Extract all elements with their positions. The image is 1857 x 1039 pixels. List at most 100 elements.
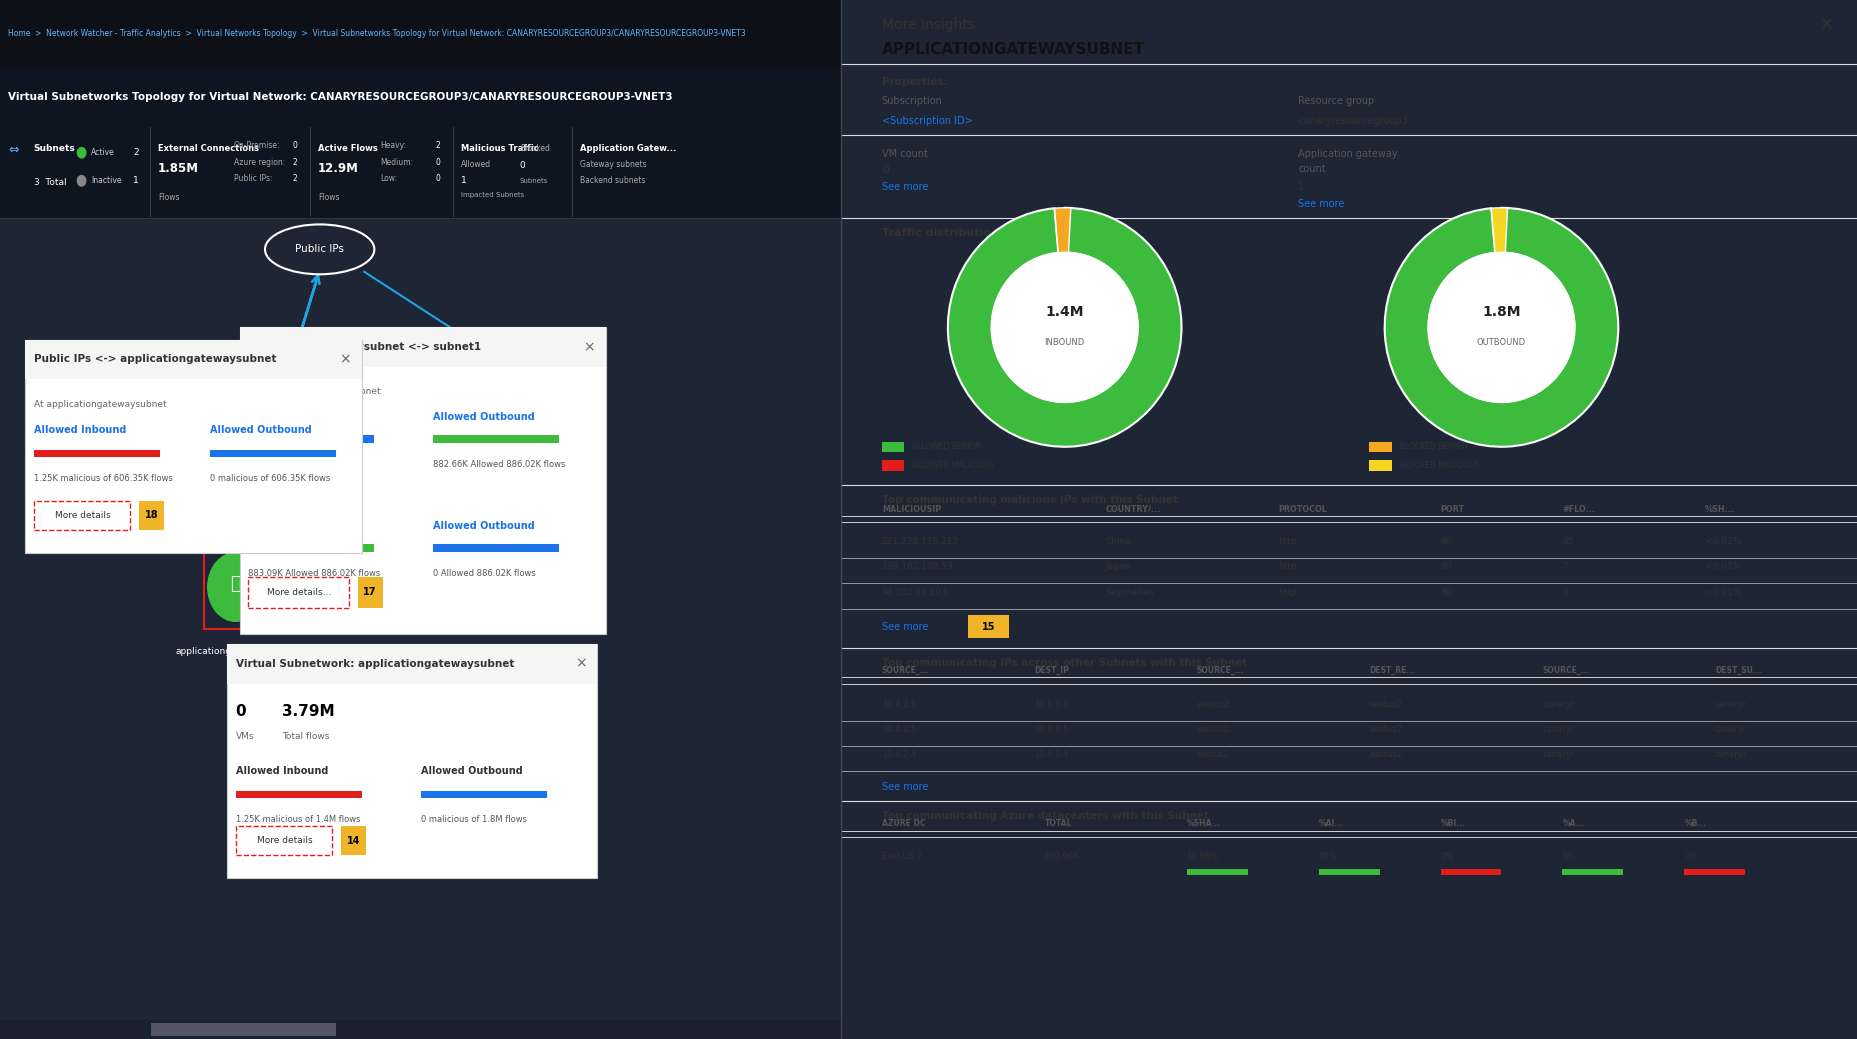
Text: ×: × xyxy=(1820,16,1833,34)
Text: Subnets: Subnets xyxy=(520,178,548,184)
Text: 16.66%: 16.66% xyxy=(1187,852,1218,860)
Text: Allowed Inbound: Allowed Inbound xyxy=(249,411,340,422)
Text: canaryr...: canaryr... xyxy=(1714,700,1755,709)
FancyBboxPatch shape xyxy=(537,397,591,463)
Text: At applicationgatewaysubnet: At applicationgatewaysubnet xyxy=(33,400,167,408)
Text: COUNTRY/...: COUNTRY/... xyxy=(1105,505,1161,513)
Text: 0: 0 xyxy=(882,165,890,176)
Text: OUTBOUND: OUTBOUND xyxy=(1476,339,1526,347)
Text: applicationgatewaysubnet <-> subnet1: applicationgatewaysubnet <-> subnet1 xyxy=(249,342,481,352)
FancyBboxPatch shape xyxy=(1318,869,1380,875)
FancyBboxPatch shape xyxy=(240,327,605,367)
Text: <0.01%: <0.01% xyxy=(1705,562,1742,570)
FancyBboxPatch shape xyxy=(249,544,375,552)
Text: ×: × xyxy=(574,657,587,671)
Text: BLOCKED MALICIOUS: BLOCKED MALICIOUS xyxy=(1400,461,1480,470)
FancyBboxPatch shape xyxy=(227,644,598,878)
Text: 3.79M: 3.79M xyxy=(282,704,334,719)
Text: PORT: PORT xyxy=(1441,505,1465,513)
FancyBboxPatch shape xyxy=(0,0,841,68)
Text: See more: See more xyxy=(882,621,928,632)
Text: #FLO...: #FLO... xyxy=(1562,505,1595,513)
Text: ×: × xyxy=(340,352,351,367)
Text: DEST_RE...: DEST_RE... xyxy=(1369,666,1415,674)
FancyBboxPatch shape xyxy=(882,442,904,452)
Text: 221.238.115.212: 221.238.115.212 xyxy=(882,537,958,545)
Text: Azure region:: Azure region: xyxy=(234,158,286,166)
Text: 1.8M: 1.8M xyxy=(1482,304,1521,319)
Text: TOTAL: TOTAL xyxy=(1044,820,1071,828)
Text: 2: 2 xyxy=(293,158,297,166)
FancyBboxPatch shape xyxy=(420,791,546,798)
Text: 10.6.0.5: 10.6.0.5 xyxy=(1034,725,1068,734)
Text: ALLOWED BENIGN: ALLOWED BENIGN xyxy=(912,443,982,451)
FancyBboxPatch shape xyxy=(1369,442,1391,452)
Text: http: http xyxy=(1278,588,1296,596)
Text: canaryr...: canaryr... xyxy=(1714,750,1755,758)
FancyBboxPatch shape xyxy=(236,791,362,798)
Text: MALICIOUSIP: MALICIOUSIP xyxy=(882,505,941,513)
Wedge shape xyxy=(1055,208,1071,252)
FancyBboxPatch shape xyxy=(236,826,332,855)
Text: External Connections: External Connections xyxy=(158,144,260,153)
Text: 16: 16 xyxy=(514,372,527,382)
Text: 14: 14 xyxy=(347,835,360,846)
Text: 0 Allowed 886.02K flows: 0 Allowed 886.02K flows xyxy=(433,569,537,578)
Text: 1.25K malicious of 1.4M flows: 1.25K malicious of 1.4M flows xyxy=(236,816,360,824)
Text: <0.01%: <0.01% xyxy=(1705,537,1742,545)
Text: Application Gatew...: Application Gatew... xyxy=(581,144,676,153)
Text: Resource group: Resource group xyxy=(1298,96,1374,106)
Circle shape xyxy=(992,252,1138,402)
Text: APPLICATIONGATEWAYSUBNET: APPLICATIONGATEWAYSUBNET xyxy=(882,43,1146,57)
Text: Subscription: Subscription xyxy=(882,96,943,106)
Circle shape xyxy=(1428,252,1575,402)
Text: Top communicating IPs across other Subnets with this Subnet: Top communicating IPs across other Subne… xyxy=(882,658,1248,668)
Text: 0 malicious of 606.35K flows: 0 malicious of 606.35K flows xyxy=(210,475,331,483)
Text: Top communicating malicious IPs with this Subnet: Top communicating malicious IPs with thi… xyxy=(882,495,1177,505)
Text: eastus2...: eastus2... xyxy=(1369,750,1409,758)
Text: 1: 1 xyxy=(461,177,466,185)
Circle shape xyxy=(78,148,85,158)
Text: PROTOCOL: PROTOCOL xyxy=(1278,505,1328,513)
FancyBboxPatch shape xyxy=(210,450,336,457)
Text: See more: See more xyxy=(1298,198,1344,209)
Text: At subnet1: At subnet1 xyxy=(249,497,297,505)
Text: See more: See more xyxy=(882,182,928,192)
FancyBboxPatch shape xyxy=(1562,869,1623,875)
Text: Allowed Outbound: Allowed Outbound xyxy=(433,411,535,422)
Text: eastus2...: eastus2... xyxy=(1369,700,1409,709)
Text: Allowed Inbound: Allowed Inbound xyxy=(236,766,329,776)
Text: Allowed Outbound: Allowed Outbound xyxy=(433,521,535,531)
Text: canaryr...: canaryr... xyxy=(1541,750,1582,758)
Ellipse shape xyxy=(266,224,375,274)
Text: 10.4.2.5: 10.4.2.5 xyxy=(882,725,916,734)
Text: SOURCE_...: SOURCE_... xyxy=(1196,666,1244,674)
Text: count: count xyxy=(1298,164,1326,175)
Text: 17: 17 xyxy=(364,587,377,597)
Text: 10.6.0.4: 10.6.0.4 xyxy=(1034,700,1068,709)
FancyBboxPatch shape xyxy=(433,435,559,443)
Text: East US 2: East US 2 xyxy=(882,852,921,860)
FancyBboxPatch shape xyxy=(139,501,163,530)
Text: ⇔: ⇔ xyxy=(9,144,19,157)
Text: China: China xyxy=(1105,537,1131,545)
Text: %SH...: %SH... xyxy=(1705,505,1734,513)
Text: Total flows: Total flows xyxy=(282,732,329,741)
Text: canaryr...: canaryr... xyxy=(1714,725,1755,734)
Text: applicationgatewaysubnet: applicationgatewaysubnet xyxy=(175,647,295,656)
Text: 80: 80 xyxy=(1441,588,1452,596)
Text: Malicious Traffic: Malicious Traffic xyxy=(461,144,539,153)
FancyBboxPatch shape xyxy=(26,340,362,379)
Text: 18: 18 xyxy=(145,510,158,521)
FancyBboxPatch shape xyxy=(0,125,841,218)
Text: canaryr...: canaryr... xyxy=(1541,700,1582,709)
Text: 10.6.0.4: 10.6.0.4 xyxy=(1034,750,1068,758)
Text: Heavy:: Heavy: xyxy=(381,141,407,150)
Text: 139.162.108.53: 139.162.108.53 xyxy=(882,562,954,570)
Text: 5%: 5% xyxy=(1562,852,1577,860)
Text: 2: 2 xyxy=(134,149,139,157)
Text: %SHA...: %SHA... xyxy=(1187,820,1220,828)
Text: SOURCE_...: SOURCE_... xyxy=(882,666,928,674)
Text: Japan: Japan xyxy=(1105,562,1131,570)
Text: On-Premise:: On-Premise: xyxy=(234,141,280,150)
